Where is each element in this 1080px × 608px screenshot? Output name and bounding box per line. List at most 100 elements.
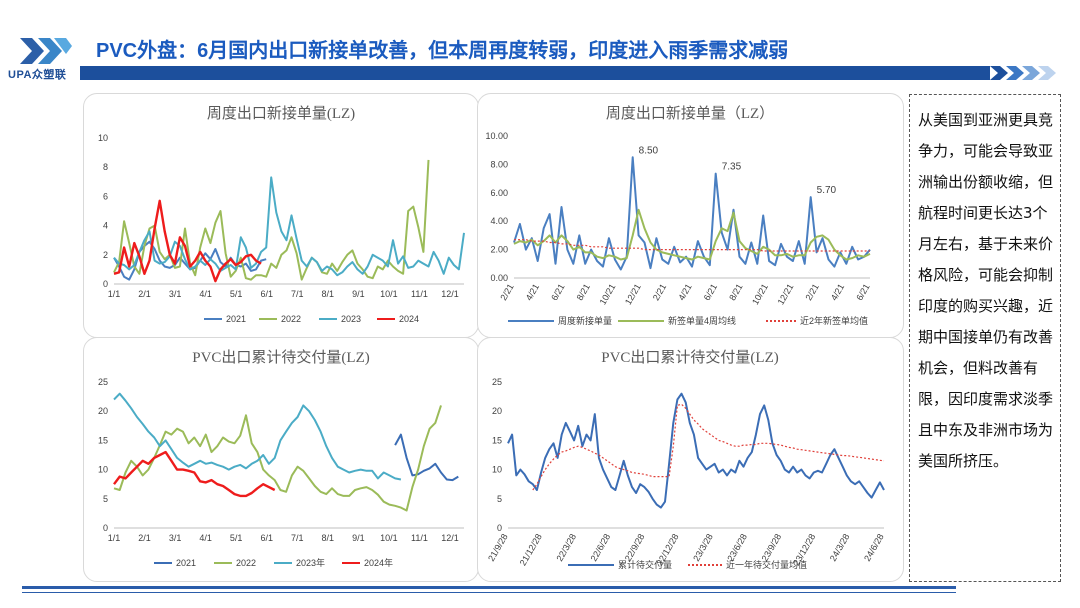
y-tick-label: 15 <box>98 435 108 445</box>
y-tick-label: 10 <box>492 465 502 475</box>
x-tick-label: 4/1 <box>199 533 212 543</box>
y-tick-label: 0 <box>103 279 108 289</box>
data-label: 8.50 <box>639 145 659 156</box>
x-tick-label: 22/3/28 <box>554 532 578 563</box>
chart-title: PVC出口累计待交付量(LZ) <box>192 348 370 366</box>
chart-panel-weekly-orders-trend: 周度出口新接单量（LZ） 0.00 2.00 4.00 6.00 8.00 10.00 2/2… <box>477 93 904 338</box>
footer-line-thin <box>22 592 956 593</box>
x-tick-label: 23/6/28 <box>725 532 749 563</box>
x-tick-label: 5/1 <box>230 289 243 299</box>
series-line-3 <box>113 199 262 283</box>
x-tick-label: 1/1 <box>108 289 121 299</box>
x-tick-label: 8/1 <box>322 533 335 543</box>
x-tick-label: 11/1 <box>411 533 428 543</box>
y-tick-label: 25 <box>98 377 108 387</box>
legend-label: 2022 <box>236 558 256 568</box>
legend-label: 2022 <box>281 314 301 324</box>
chart-title: 周度出口新接单量(LZ) <box>207 105 355 122</box>
x-tick-label: 10/1 <box>380 533 398 543</box>
legend-label: 累计待交付量 <box>618 559 672 570</box>
y-tick-label: 0 <box>103 523 108 533</box>
legend-label: 2024 <box>399 314 419 324</box>
series-line-0 <box>394 433 459 482</box>
y-tick-label: 8 <box>103 162 108 172</box>
commentary-note: 从美国到亚洲更具竞争力，可能会导致亚洲输出份额收缩，但航程时间更长达3个月左右，… <box>909 94 1061 582</box>
x-tick-label: 6/1 <box>260 533 273 543</box>
y-tick-label: 8.00 <box>490 159 508 169</box>
series-line-3 <box>113 450 276 498</box>
chevron-decoration-icon <box>990 64 1060 82</box>
x-tick-label: 6/21 <box>549 282 566 302</box>
legend-label: 周度新接单量 <box>558 315 612 326</box>
x-tick-label: 12/1 <box>441 533 459 543</box>
x-tick-label: 4/1 <box>199 289 212 299</box>
page-title: PVC外盘：6月国内出口新接单改善，但本周再度转弱，印度进入雨季需求减弱 <box>96 40 789 62</box>
series-line-0 <box>513 156 871 271</box>
x-tick-label: 24/3/28 <box>828 532 852 563</box>
x-tick-label: 1/1 <box>108 533 121 543</box>
x-tick-label: 2/21 <box>651 282 668 302</box>
logo-text: UPA众塑联 <box>8 69 67 81</box>
x-tick-label: 10/1 <box>380 289 398 299</box>
legend-label: 2021 <box>226 314 246 324</box>
x-tick-label: 23/3/28 <box>691 532 715 563</box>
x-tick-label: 2/21 <box>803 282 820 302</box>
y-tick-label: 5 <box>103 494 108 504</box>
x-tick-label: 9/1 <box>352 533 365 543</box>
y-tick-label: 2.00 <box>490 245 508 255</box>
chart-title: PVC出口累计待交付量(LZ) <box>601 348 779 366</box>
y-tick-label: 10 <box>98 133 108 143</box>
x-tick-label: 6/21 <box>702 282 719 302</box>
x-tick-label: 7/1 <box>291 533 304 543</box>
x-tick-label: 10/21 <box>750 282 770 307</box>
footer-line <box>22 586 956 589</box>
company-logo <box>14 34 78 84</box>
legend-label: 2021 <box>176 558 196 568</box>
chart-title: 周度出口新接单量（LZ） <box>606 105 774 122</box>
legend-label: 2024年 <box>364 557 393 568</box>
x-tick-label: 2/1 <box>138 533 151 543</box>
x-tick-label: 8/1 <box>322 289 335 299</box>
y-tick-label: 6.00 <box>490 188 508 198</box>
y-tick-label: 15 <box>492 435 502 445</box>
x-tick-label: 22/6/28 <box>589 532 613 563</box>
x-tick-label: 4/21 <box>524 282 541 302</box>
y-tick-label: 25 <box>492 377 502 387</box>
x-tick-label: 12/1 <box>441 289 459 299</box>
data-label: 5.70 <box>817 185 837 196</box>
x-tick-label: 4/21 <box>676 282 693 302</box>
x-tick-label: 22/9/28 <box>623 532 647 563</box>
x-tick-label: 2/21 <box>498 282 515 302</box>
x-tick-label: 6/1 <box>260 289 273 299</box>
legend-label: 2023年 <box>296 557 325 568</box>
chart-panel-backlog-trend: PVC出口累计待交付量(LZ) 0 5 10 15 20 25 21/9/28 21/12/28… <box>477 337 904 582</box>
x-tick-label: 6/21 <box>854 282 871 302</box>
chart-panel-weekly-orders-yearly: 周度出口新接单量(LZ) 0 2 4 6 8 10 1/1 2/1 3/1 4/1 5/1 6/1 7/1… <box>83 93 479 338</box>
x-tick-label: 21/9/28 <box>486 532 510 563</box>
x-tick-label: 5/1 <box>230 533 243 543</box>
series-line-0 <box>507 392 885 509</box>
y-tick-label: 6 <box>103 191 108 201</box>
x-tick-label: 2/1 <box>138 289 151 299</box>
series-line-1 <box>113 159 430 281</box>
y-tick-label: 0.00 <box>490 273 508 283</box>
data-label: 7.35 <box>722 162 742 173</box>
legend-label: 2023 <box>341 314 361 324</box>
x-tick-label: 8/21 <box>727 282 744 302</box>
series-line-1 <box>113 405 442 512</box>
x-tick-label: 23/9/28 <box>760 532 784 563</box>
header-bar <box>80 66 990 80</box>
x-tick-label: 3/1 <box>169 289 182 299</box>
x-tick-label: 12/21 <box>623 282 643 307</box>
series-line-1 <box>532 403 885 491</box>
x-tick-label: 21/12/28 <box>518 532 544 567</box>
series-line-2 <box>113 176 465 277</box>
x-tick-label: 8/21 <box>575 282 592 302</box>
y-tick-label: 5 <box>497 494 502 504</box>
x-tick-label: 4/21 <box>829 282 846 302</box>
y-tick-label: 10 <box>98 465 108 475</box>
chart-panel-backlog-yearly: PVC出口累计待交付量(LZ) 0 5 10 15 20 25 1/1 2/1 3/1 4/1 5/1… <box>83 337 479 582</box>
x-tick-label: 12/21 <box>776 282 796 307</box>
legend-label: 新签单量4周均线 <box>668 315 736 326</box>
y-tick-label: 4 <box>103 221 108 231</box>
